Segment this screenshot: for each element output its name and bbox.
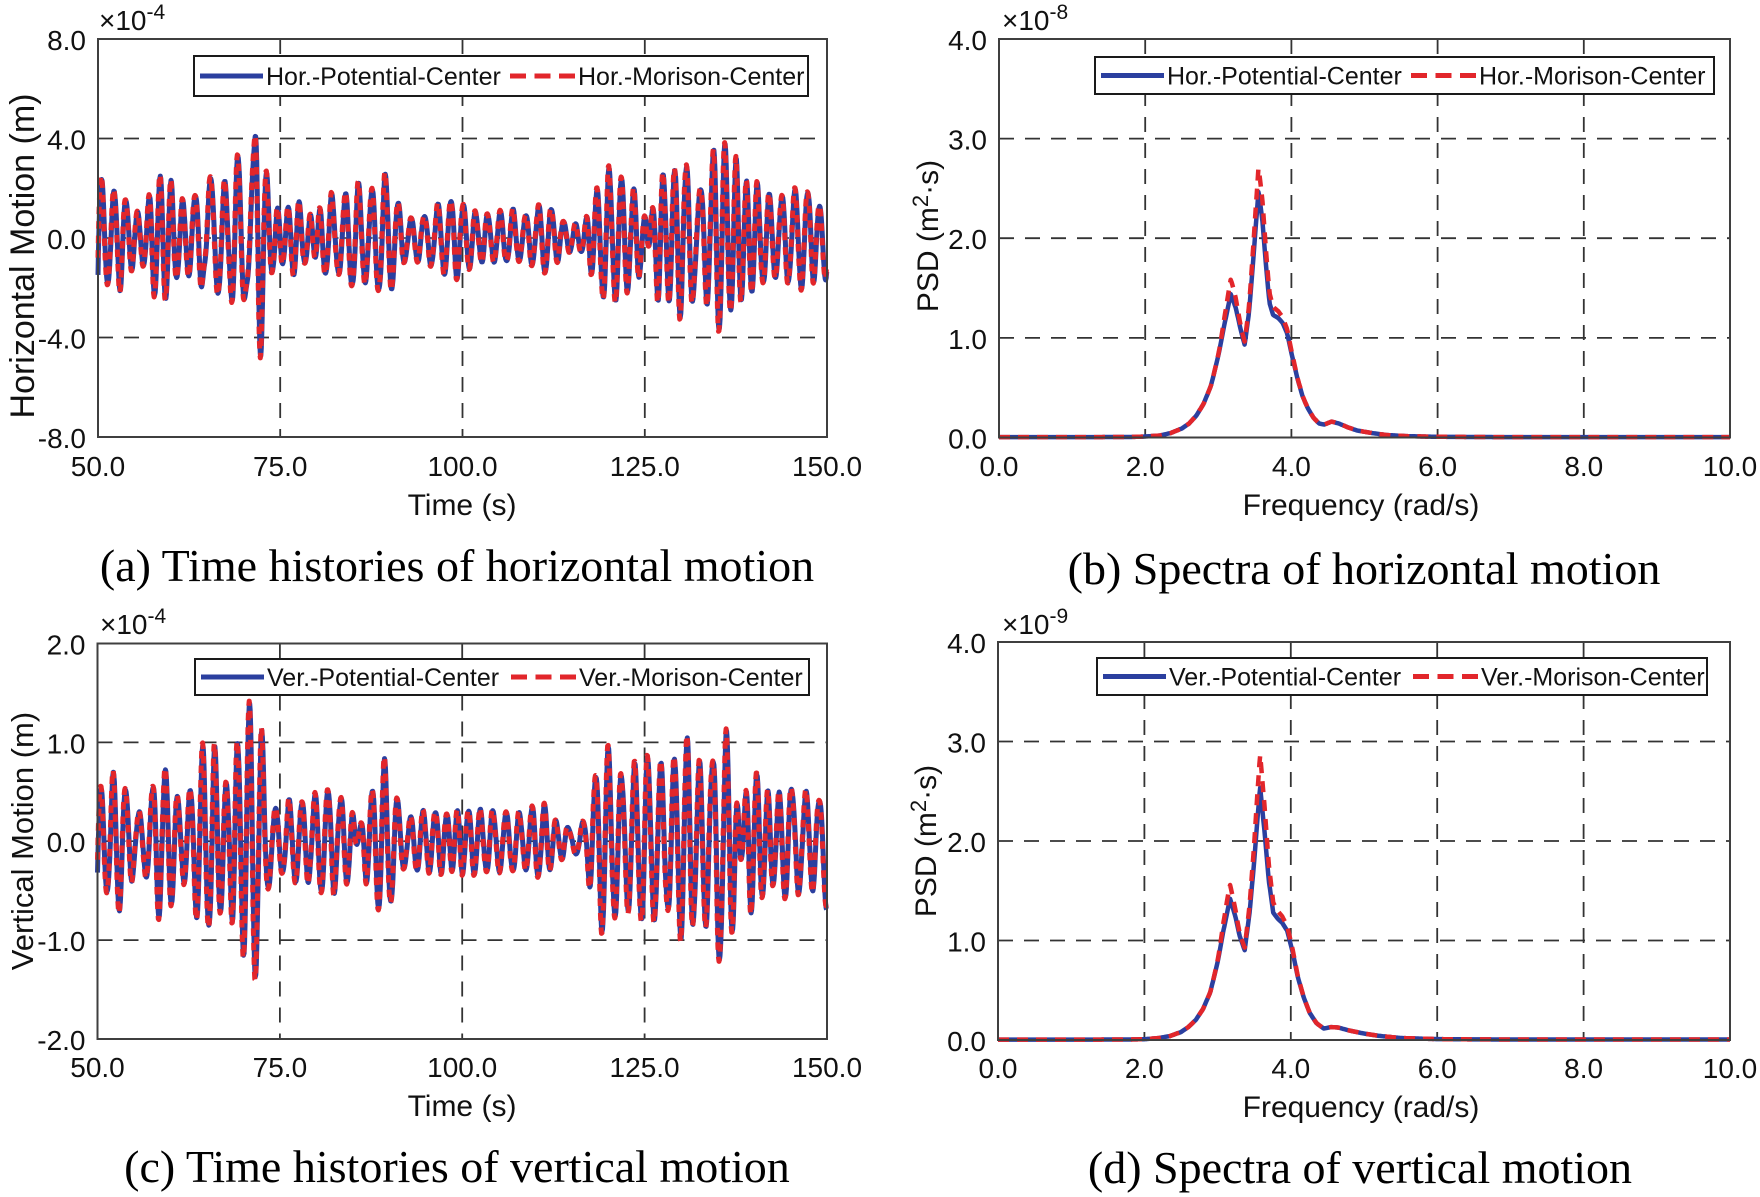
svg-text:125.0: 125.0 bbox=[610, 451, 680, 482]
svg-text:1.0: 1.0 bbox=[47, 728, 86, 759]
svg-text:Time (s): Time (s) bbox=[408, 489, 517, 522]
svg-text:(c) Time histories of vertical: (c) Time histories of vertical motion bbox=[124, 1141, 790, 1192]
svg-text:50.0: 50.0 bbox=[70, 1052, 125, 1083]
svg-text:100.0: 100.0 bbox=[427, 451, 497, 482]
svg-text:Horizontal Motion (m): Horizontal Motion (m) bbox=[4, 94, 42, 419]
svg-text:Ver.-Morison-Center: Ver.-Morison-Center bbox=[579, 664, 803, 692]
svg-text:1.0: 1.0 bbox=[948, 324, 987, 355]
svg-text:(d) Spectra of vertical motion: (d) Spectra of vertical motion bbox=[1088, 1142, 1632, 1193]
svg-text:2.0: 2.0 bbox=[1125, 1053, 1164, 1084]
svg-text:10.0: 10.0 bbox=[1703, 451, 1758, 482]
svg-text:4.0: 4.0 bbox=[948, 25, 987, 56]
svg-text:PSD (m2·s): PSD (m2·s) bbox=[906, 765, 943, 917]
svg-text:0.0: 0.0 bbox=[47, 827, 86, 858]
svg-text:Hor.-Potential-Center: Hor.-Potential-Center bbox=[266, 63, 501, 91]
svg-text:50.0: 50.0 bbox=[71, 451, 126, 482]
svg-text:150.0: 150.0 bbox=[792, 451, 862, 482]
svg-text:Vertical Motion (m): Vertical Motion (m) bbox=[5, 712, 40, 970]
svg-text:8.0: 8.0 bbox=[1564, 1053, 1603, 1084]
svg-text:3.0: 3.0 bbox=[947, 728, 986, 759]
svg-text:150.0: 150.0 bbox=[792, 1052, 862, 1083]
svg-text:(b) Spectra of horizontal moti: (b) Spectra of horizontal motion bbox=[1068, 543, 1661, 594]
svg-text:100.0: 100.0 bbox=[427, 1052, 497, 1083]
svg-text:Time (s): Time (s) bbox=[408, 1090, 517, 1123]
svg-text:2.0: 2.0 bbox=[47, 630, 86, 661]
svg-text:0.0: 0.0 bbox=[948, 424, 987, 455]
svg-text:2.0: 2.0 bbox=[947, 827, 986, 858]
svg-text:Hor.-Morison-Center: Hor.-Morison-Center bbox=[1479, 63, 1705, 91]
svg-text:2.0: 2.0 bbox=[948, 224, 987, 255]
svg-text:Frequency (rad/s): Frequency (rad/s) bbox=[1243, 1091, 1480, 1124]
svg-text:6.0: 6.0 bbox=[1418, 451, 1457, 482]
svg-text:Ver.-Potential-Center: Ver.-Potential-Center bbox=[267, 664, 499, 692]
svg-text:-8.0: -8.0 bbox=[38, 423, 86, 454]
svg-text:Frequency (rad/s): Frequency (rad/s) bbox=[1243, 489, 1480, 522]
svg-text:-2.0: -2.0 bbox=[37, 1025, 85, 1056]
svg-text:6.0: 6.0 bbox=[1418, 1053, 1457, 1084]
svg-text:PSD (m2·s): PSD (m2·s) bbox=[908, 160, 945, 312]
svg-text:10.0: 10.0 bbox=[1703, 1053, 1758, 1084]
svg-text:Ver.-Potential-Center: Ver.-Potential-Center bbox=[1169, 664, 1401, 692]
svg-text:0.0: 0.0 bbox=[980, 451, 1019, 482]
svg-text:3.0: 3.0 bbox=[948, 125, 987, 156]
svg-text:(a) Time histories of horizont: (a) Time histories of horizontal motion bbox=[100, 540, 814, 591]
svg-text:Ver.-Morison-Center: Ver.-Morison-Center bbox=[1481, 664, 1705, 692]
svg-text:4.0: 4.0 bbox=[947, 628, 986, 659]
svg-text:Hor.-Morison-Center: Hor.-Morison-Center bbox=[578, 63, 804, 91]
svg-text:2.0: 2.0 bbox=[1126, 451, 1165, 482]
svg-text:-1.0: -1.0 bbox=[37, 926, 85, 957]
svg-text:75.0: 75.0 bbox=[253, 1052, 308, 1083]
svg-text:125.0: 125.0 bbox=[610, 1052, 680, 1083]
svg-text:0.0: 0.0 bbox=[979, 1053, 1018, 1084]
svg-text:4.0: 4.0 bbox=[1272, 451, 1311, 482]
svg-text:Hor.-Potential-Center: Hor.-Potential-Center bbox=[1167, 63, 1402, 91]
svg-text:4.0: 4.0 bbox=[47, 125, 86, 156]
svg-text:0.0: 0.0 bbox=[47, 224, 86, 255]
svg-text:8.0: 8.0 bbox=[1564, 451, 1603, 482]
svg-text:0.0: 0.0 bbox=[947, 1026, 986, 1057]
svg-text:×10-8: ×10-8 bbox=[1002, 1, 1068, 36]
svg-text:8.0: 8.0 bbox=[47, 25, 86, 56]
svg-text:4.0: 4.0 bbox=[1271, 1053, 1310, 1084]
svg-text:-4.0: -4.0 bbox=[38, 324, 86, 355]
svg-text:1.0: 1.0 bbox=[947, 927, 986, 958]
svg-text:75.0: 75.0 bbox=[253, 451, 308, 482]
